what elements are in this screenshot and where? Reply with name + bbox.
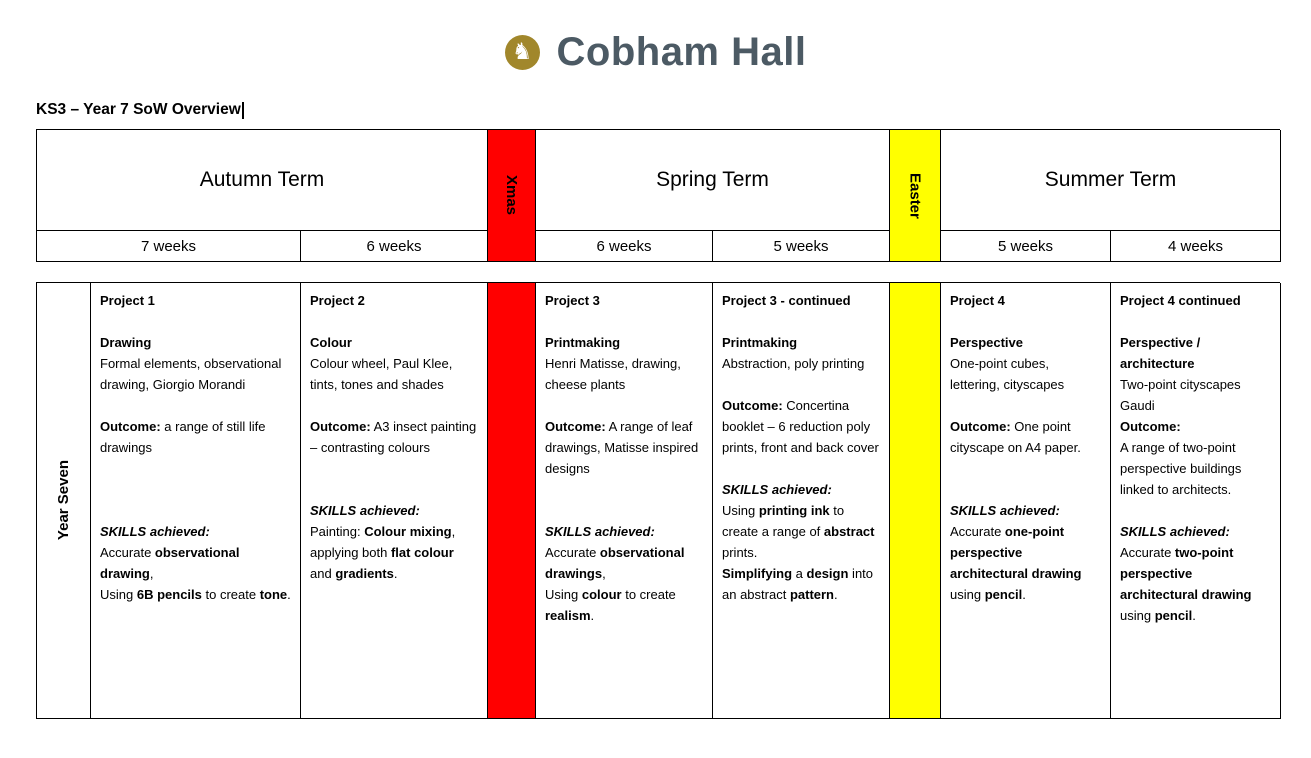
project-3-cell: Project 3 Printmaking Henri Matisse, drawi…	[536, 283, 713, 719]
easter-label: Easter	[906, 172, 924, 219]
school-name: Cobham Hall	[556, 30, 807, 74]
school-header: ♞ Cobham Hall	[0, 0, 1311, 75]
page-title: KS3 – Year 7 SoW Overview	[36, 101, 241, 118]
term-header-autumn: Autumn Term	[37, 130, 488, 231]
project-2-cell: Project 2 Colour Colour wheel, Paul Klee, …	[301, 283, 488, 719]
term-header-spring: Spring Term	[536, 130, 890, 231]
text-cursor	[241, 101, 244, 119]
weeks-cell-spring-1: 6 weeks	[536, 231, 713, 262]
easter-column-fill	[890, 283, 941, 719]
easter-divider: Easter	[890, 130, 941, 262]
terms-table: Autumn Term Xmas Spring Term Easter Summ…	[36, 129, 1281, 262]
projects-table: Year Seven Project 1 Drawing Formal elemen…	[36, 282, 1281, 719]
weeks-cell-autumn-1: 7 weeks	[37, 231, 301, 262]
weeks-cell-spring-2: 5 weeks	[713, 231, 890, 262]
xmas-label: Xmas	[503, 175, 520, 216]
project-3-continued-cell: Project 3 - continued Printmaking Abstract…	[713, 283, 890, 719]
weeks-cell-summer-2: 4 weeks	[1111, 231, 1281, 262]
project-1-cell: Project 1 Drawing Formal elements, observa…	[91, 283, 301, 719]
weeks-cell-autumn-2: 6 weeks	[301, 231, 488, 262]
project-4-continued-cell: Project 4 continued Perspective / archite…	[1111, 283, 1281, 719]
term-header-summer: Summer Term	[941, 130, 1281, 231]
weeks-cell-summer-1: 5 weeks	[941, 231, 1111, 262]
horse-crest-icon: ♞	[504, 35, 540, 70]
year-seven-label: Year Seven	[55, 460, 72, 541]
project-4-cell: Project 4 Perspective One-point cubes, let…	[941, 283, 1111, 719]
document-page: ♞ Cobham Hall KS3 – Year 7 SoW Overview …	[0, 0, 1311, 719]
xmas-column-fill	[488, 283, 536, 719]
year-seven-row-label: Year Seven	[37, 283, 91, 719]
horse-glyph: ♞	[511, 38, 533, 64]
document-title-row: KS3 – Year 7 SoW Overview	[36, 101, 1311, 119]
xmas-divider: Xmas	[488, 130, 536, 262]
